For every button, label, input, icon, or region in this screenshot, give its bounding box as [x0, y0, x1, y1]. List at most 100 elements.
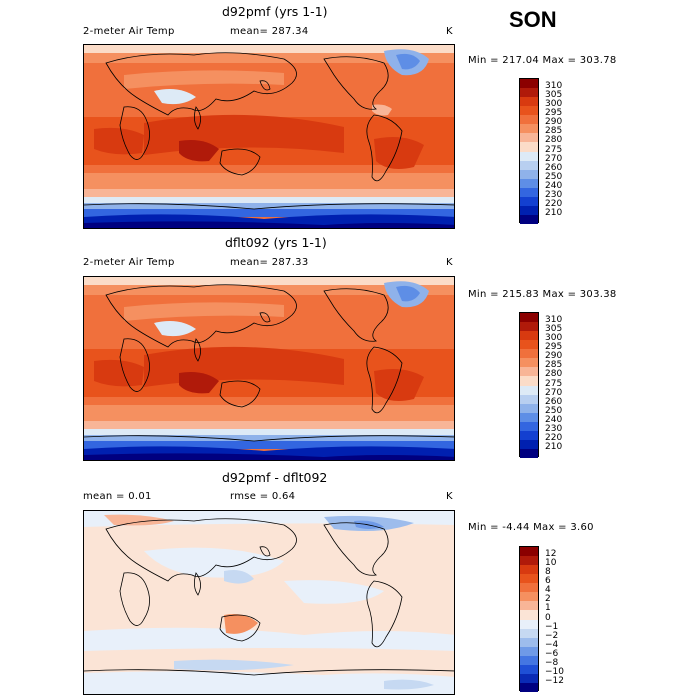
colorbar-swatch	[520, 151, 538, 161]
panel3-mean: mean = 0.01	[83, 491, 152, 502]
colorbar-label: 8	[545, 567, 551, 578]
colorbar-label: 280	[545, 369, 563, 380]
colorbar-swatch	[520, 583, 538, 593]
colorbar-swatch	[520, 160, 538, 170]
colorbar-swatch	[520, 421, 538, 431]
colorbar-label: 295	[545, 108, 563, 119]
panel2-minmax: Min = 215.83 Max = 303.38	[468, 289, 617, 300]
colorbar-label: −6	[545, 648, 559, 659]
colorbar-swatch	[520, 331, 538, 341]
colorbar-swatch	[520, 673, 538, 683]
colorbar-swatch	[520, 385, 538, 395]
colorbar-swatch	[520, 655, 538, 665]
colorbar-swatch	[520, 313, 538, 323]
colorbar-swatch	[520, 142, 538, 152]
colorbar-label: 4	[545, 585, 551, 596]
panel2-mean: mean= 287.33	[230, 257, 309, 268]
colorbar-label: 270	[545, 387, 563, 398]
panel2-units: K	[446, 257, 453, 268]
colorbar-label: 12	[545, 549, 557, 560]
colorbar-swatch	[520, 682, 538, 692]
panel3-title: d92pmf - dflt092	[222, 470, 328, 485]
colorbar-label: 280	[545, 135, 563, 146]
colorbar-label: 300	[545, 333, 563, 344]
colorbar-label: 260	[545, 396, 563, 407]
panel3-colorbar	[519, 546, 539, 692]
colorbar-swatch	[520, 376, 538, 386]
panel1-colorbar	[519, 78, 539, 224]
colorbar-swatch	[520, 97, 538, 107]
panel3-minmax: Min = -4.44 Max = 3.60	[468, 522, 594, 533]
colorbar-label: −2	[545, 630, 559, 641]
colorbar-label: 220	[545, 432, 563, 443]
colorbar-swatch	[520, 601, 538, 611]
panel1-mean: mean= 287.34	[230, 26, 309, 37]
colorbar-swatch	[520, 196, 538, 206]
colorbar-label: 305	[545, 324, 563, 335]
panel1-units: K	[446, 26, 453, 37]
colorbar-label: −10	[545, 666, 564, 677]
colorbar-label: 230	[545, 423, 563, 434]
colorbar-label: −4	[545, 639, 559, 650]
colorbar-swatch	[520, 430, 538, 440]
colorbar-label: −12	[545, 675, 564, 686]
colorbar-label: 220	[545, 198, 563, 209]
colorbar-label: 0	[545, 612, 551, 623]
colorbar-swatch	[520, 187, 538, 197]
colorbar-swatch	[520, 592, 538, 602]
colorbar-swatch	[520, 115, 538, 125]
colorbar-label: 300	[545, 99, 563, 110]
colorbar-swatch	[520, 349, 538, 359]
panel1-variable: 2-meter Air Temp	[83, 26, 175, 37]
colorbar-label: 305	[545, 90, 563, 101]
colorbar-label: 250	[545, 405, 563, 416]
colorbar-swatch	[520, 124, 538, 134]
colorbar-label: 240	[545, 414, 563, 425]
panel2-variable: 2-meter Air Temp	[83, 257, 175, 268]
colorbar-swatch	[520, 403, 538, 413]
colorbar-label: 310	[545, 315, 563, 326]
colorbar-label: 2	[545, 594, 551, 605]
colorbar-label: 260	[545, 162, 563, 173]
panel3-map	[83, 510, 455, 695]
colorbar-swatch	[520, 565, 538, 575]
colorbar-swatch	[520, 88, 538, 98]
colorbar-swatch	[520, 412, 538, 422]
colorbar-swatch	[520, 664, 538, 674]
panel1-title: d92pmf (yrs 1-1)	[222, 4, 328, 19]
colorbar-label: −1	[545, 621, 559, 632]
colorbar-swatch	[520, 178, 538, 188]
colorbar-swatch	[520, 628, 538, 638]
colorbar-label: 250	[545, 171, 563, 182]
colorbar-label: 275	[545, 144, 563, 155]
colorbar-swatch	[520, 394, 538, 404]
colorbar-swatch	[520, 205, 538, 215]
colorbar-swatch	[520, 214, 538, 224]
colorbar-label: 270	[545, 153, 563, 164]
colorbar-label: 290	[545, 351, 563, 362]
colorbar-label: 240	[545, 180, 563, 191]
colorbar-swatch	[520, 106, 538, 116]
colorbar-label: 10	[545, 558, 557, 569]
colorbar-swatch	[520, 133, 538, 143]
panel1-map	[83, 44, 455, 229]
colorbar-swatch	[520, 637, 538, 647]
colorbar-swatch	[520, 448, 538, 458]
colorbar-swatch	[520, 322, 538, 332]
panel2-title: dflt092 (yrs 1-1)	[225, 235, 327, 250]
colorbar-label: 210	[545, 441, 563, 452]
colorbar-swatch	[520, 574, 538, 584]
panel3-units: K	[446, 491, 453, 502]
season-label: SON	[509, 7, 557, 32]
colorbar-swatch	[520, 619, 538, 629]
colorbar-swatch	[520, 169, 538, 179]
colorbar-label: 275	[545, 378, 563, 389]
colorbar-swatch	[520, 556, 538, 566]
panel2-map	[83, 276, 455, 461]
colorbar-label: 290	[545, 117, 563, 128]
panel3-rmse: rmse = 0.64	[230, 491, 296, 502]
panel2-colorbar	[519, 312, 539, 458]
colorbar-label: 285	[545, 360, 563, 371]
colorbar-label: 210	[545, 207, 563, 218]
colorbar-swatch	[520, 547, 538, 557]
